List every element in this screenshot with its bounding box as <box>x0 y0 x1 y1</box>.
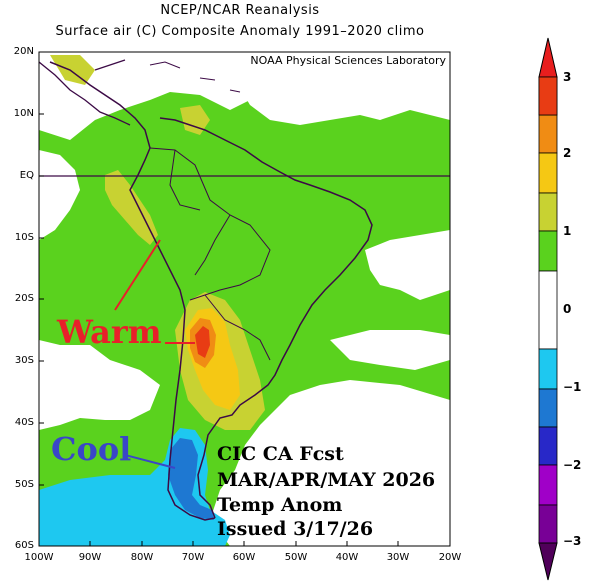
colorbar-label-neg3: −3 <box>563 534 582 548</box>
lon-label-40w: 40W <box>335 552 359 563</box>
central-america-coast <box>39 59 131 126</box>
lat-label-50s: 50S <box>14 479 34 490</box>
warm-label: Warm <box>57 313 162 351</box>
colorbar-label-neg2: −2 <box>563 458 582 472</box>
yellow-green-region-mexico <box>50 55 95 85</box>
caribbean-islands <box>149 61 241 93</box>
yellow-green-region-ecuador <box>105 170 158 245</box>
chart-subtitle: Surface air (C) Composite Anomaly 1991–2… <box>55 24 425 39</box>
warm-pointer-line <box>114 239 161 311</box>
lon-label-60w: 60W <box>232 552 256 563</box>
lon-label-80w: 80W <box>130 552 154 563</box>
colorbar-bottom-triangle <box>538 542 558 581</box>
lat-label-10n: 10N <box>13 108 34 119</box>
lon-label-20w: 20W <box>438 552 462 563</box>
white-region-pacific-north <box>39 150 80 240</box>
lon-label-70w: 70W <box>181 552 205 563</box>
colorbar-label-0: 0 <box>563 302 572 316</box>
cool-pointer-line <box>124 454 176 469</box>
yellow-green-region-venezuela <box>180 105 210 135</box>
colorbar-label-3: 3 <box>563 70 572 84</box>
cool-label: Cool <box>51 430 132 468</box>
lat-label-60s: 60S <box>14 540 34 551</box>
forecast-line-4: Issued 3/17/26 <box>217 518 374 540</box>
forecast-line-2: MAR/APR/MAY 2026 <box>217 469 436 491</box>
red-region <box>195 326 210 358</box>
lon-label-50w: 50W <box>284 552 308 563</box>
lat-ticks <box>39 51 44 547</box>
lat-label-40s: 40S <box>14 417 34 428</box>
colorbar <box>538 37 558 581</box>
lat-label-eq: EQ <box>19 170 34 181</box>
white-region-pacific <box>39 340 160 430</box>
country-borders <box>149 147 271 361</box>
colorbar-label-neg1: −1 <box>563 380 582 394</box>
forecast-line-3: Temp Anom <box>217 494 343 516</box>
lat-label-20n: 20N <box>13 46 34 57</box>
colorbar-top-triangle <box>538 37 558 78</box>
lat-label-30s: 30S <box>14 355 34 366</box>
white-region-south-atlantic <box>210 380 450 546</box>
credit-label: NOAA Physical Sciences Laboratory <box>220 53 448 69</box>
map-plot-area <box>39 52 450 546</box>
lat-label-20s: 20S <box>14 293 34 304</box>
colorbar-label-2: 2 <box>563 146 572 160</box>
coastline <box>49 61 373 521</box>
chart-title: NCEP/NCAR Reanalysis <box>160 3 320 18</box>
white-region-atlantic-south <box>330 330 450 370</box>
forecast-line-1: CIC CA Fcst <box>217 443 344 465</box>
lon-label-90w: 90W <box>78 552 102 563</box>
lon-label-30w: 30W <box>386 552 410 563</box>
lon-label-100w: 100W <box>24 552 54 563</box>
white-region-caribbean <box>235 60 450 125</box>
blue-cool-region <box>168 438 214 520</box>
colorbar-label-1: 1 <box>563 224 572 238</box>
lat-label-10s: 10S <box>14 232 34 243</box>
white-region-atlantic <box>365 230 450 300</box>
lon-ticks <box>38 541 451 546</box>
